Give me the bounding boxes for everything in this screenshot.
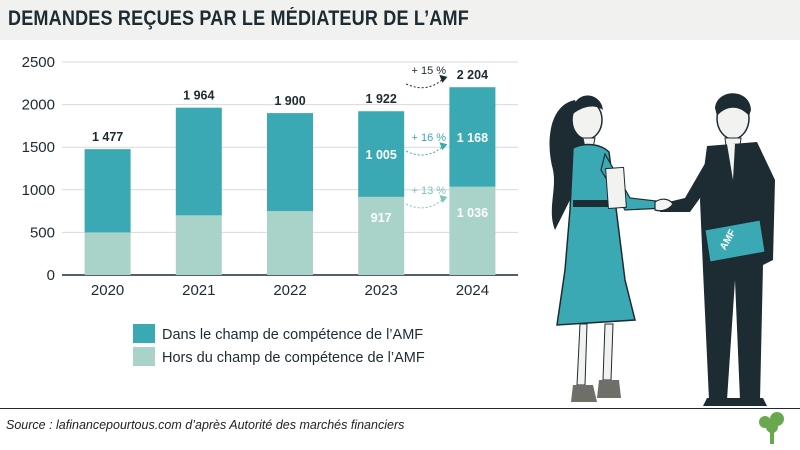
growth-arrow	[405, 77, 445, 89]
x-tick-label: 2023	[365, 282, 398, 299]
source-divider	[0, 408, 800, 409]
growth-arrowhead	[439, 142, 448, 151]
bar-in-scope	[84, 149, 131, 233]
growth-arrowhead	[439, 74, 448, 83]
bar-in-scope	[449, 87, 496, 187]
bar-out-of-scope	[175, 215, 222, 275]
chart: 0 500 1000 1500 2000 2500 2020 1 477 2021 1 964 20…	[22, 54, 518, 366]
in-scope-value-label: 1 005	[366, 148, 397, 162]
x-tick-label: 2024	[456, 282, 489, 299]
x-tick-label: 2021	[182, 282, 215, 299]
bar-in-scope	[267, 113, 313, 212]
growth-annotation: + 13 %	[412, 185, 447, 197]
title-bar: DEMANDES REÇUES PAR LE MÉDIATEUR DE L’AM…	[0, 0, 800, 40]
woman-figure	[549, 95, 666, 402]
growth-annotation: + 15 %	[412, 65, 447, 77]
growth-arrow	[405, 197, 445, 209]
y-tick-label: 500	[30, 224, 55, 241]
bar-in-scope	[175, 107, 222, 216]
man-figure: AMF	[660, 93, 775, 406]
out-of-scope-value-label: 1 036	[457, 206, 488, 220]
out-of-scope-value-label: 917	[371, 211, 392, 225]
bar-in-scope	[358, 111, 405, 197]
legend-label: Dans le champ de compétence de l’AMF	[162, 327, 423, 343]
y-tick-label: 0	[47, 267, 55, 284]
total-label: 1 922	[366, 92, 397, 106]
growth-arrow	[405, 144, 445, 156]
y-tick-label: 1500	[22, 139, 55, 156]
total-label: 1 964	[183, 89, 214, 103]
x-tick-label: 2022	[273, 282, 306, 299]
chart-title: DEMANDES REÇUES PAR LE MÉDIATEUR DE L’AM…	[8, 7, 469, 30]
total-label: 2 204	[457, 68, 488, 82]
legend-swatch	[133, 347, 155, 366]
bar-out-of-scope	[267, 211, 313, 275]
total-label: 1 900	[274, 94, 305, 108]
legend-label: Hors du champ de compétence de l’AMF	[162, 350, 425, 366]
handshake-illustration: AMF	[549, 93, 775, 406]
y-tick-label: 2000	[22, 97, 55, 114]
growth-arrowhead	[439, 195, 448, 204]
in-scope-value-label: 1 168	[457, 131, 488, 145]
total-label: 1 477	[92, 130, 123, 144]
source-text: Source : lafinancepourtous.com d’après A…	[6, 418, 405, 432]
bar-out-of-scope	[358, 196, 405, 275]
bar-out-of-scope	[449, 186, 496, 275]
y-tick-label: 1000	[22, 182, 55, 199]
growth-annotation: + 16 %	[412, 132, 447, 144]
x-tick-label: 2020	[91, 282, 124, 299]
tree-logo-icon	[759, 412, 784, 444]
handshake-hands	[654, 198, 674, 212]
legend-swatch	[133, 324, 155, 343]
y-tick-label: 2500	[22, 54, 55, 71]
bar-out-of-scope	[84, 232, 131, 275]
